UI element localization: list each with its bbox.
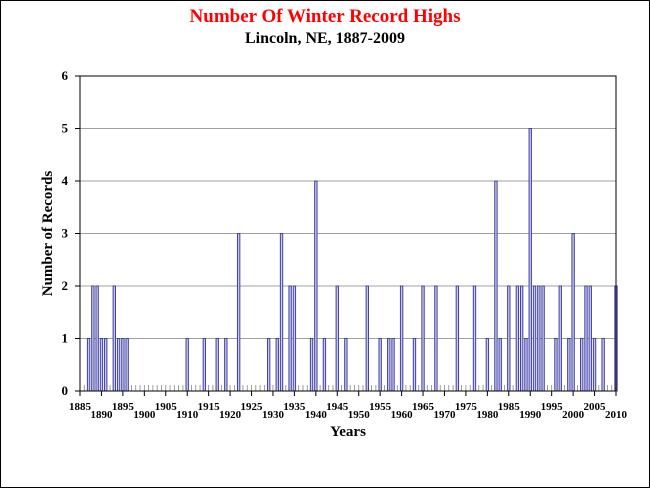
bar-1891 bbox=[104, 338, 108, 392]
bar-1973 bbox=[455, 285, 460, 392]
x-tick-label: 1990 bbox=[519, 409, 542, 421]
bar-1934 bbox=[288, 285, 292, 392]
bar-1896 bbox=[125, 338, 129, 392]
x-tick-label: 2005 bbox=[584, 401, 607, 413]
x-tick-label: 1890 bbox=[90, 409, 113, 421]
bar-2002 bbox=[580, 338, 584, 392]
y-tick-label: 4 bbox=[62, 173, 69, 188]
bar-1942 bbox=[322, 338, 327, 392]
bar-1922 bbox=[236, 233, 241, 392]
x-tick-label: 1950 bbox=[348, 409, 371, 421]
x-tick-label: 2010 bbox=[605, 409, 628, 421]
bar-2005 bbox=[592, 338, 597, 392]
x-tick-label: 1925 bbox=[241, 401, 264, 413]
bar-1992 bbox=[537, 285, 541, 392]
x-tick-label: 1970 bbox=[433, 409, 456, 421]
bar-2003 bbox=[584, 285, 588, 392]
y-tick-label: 3 bbox=[62, 226, 69, 241]
bar-1939 bbox=[309, 338, 314, 392]
bar-1983 bbox=[498, 338, 502, 392]
x-tick-label: 1900 bbox=[133, 409, 156, 421]
bar-1894 bbox=[116, 338, 121, 392]
x-axis: 1885189018951900190519101915192019251930… bbox=[69, 391, 628, 421]
bar-2007 bbox=[601, 338, 605, 392]
bar-1988 bbox=[519, 285, 524, 392]
bar-1968 bbox=[434, 285, 438, 392]
bar-1993 bbox=[541, 285, 545, 392]
bar-1999 bbox=[567, 338, 571, 392]
bar-1996 bbox=[554, 338, 558, 392]
y-tick-label: 1 bbox=[62, 331, 69, 346]
x-tick-label: 1930 bbox=[262, 409, 285, 421]
y-tick-label: 6 bbox=[62, 68, 69, 83]
x-tick-label: 1945 bbox=[326, 401, 349, 413]
bar-1991 bbox=[532, 285, 537, 392]
x-tick-label: 2000 bbox=[562, 409, 585, 421]
x-tick-label: 1965 bbox=[412, 401, 435, 413]
x-tick-label: 1905 bbox=[155, 401, 178, 413]
x-axis-title: Years bbox=[330, 424, 366, 440]
x-tick-label: 1980 bbox=[476, 409, 499, 421]
bar-1889 bbox=[95, 285, 99, 392]
x-tick-label: 1960 bbox=[391, 409, 414, 421]
bar-1952 bbox=[365, 285, 369, 392]
bar-1989 bbox=[524, 338, 528, 392]
x-tick-label: 1940 bbox=[305, 409, 328, 421]
bar-1919 bbox=[224, 338, 228, 392]
bar-1980 bbox=[485, 338, 490, 392]
chart-title: Number Of Winter Record Highs bbox=[189, 6, 461, 27]
x-tick-label: 1935 bbox=[283, 401, 306, 413]
chart-subtitle: Lincoln, NE, 1887-2009 bbox=[244, 30, 405, 47]
bar-1910 bbox=[185, 338, 189, 392]
x-tick-label: 1885 bbox=[69, 401, 92, 413]
x-tick-label: 1920 bbox=[219, 409, 242, 421]
x-tick-label: 1955 bbox=[369, 401, 392, 413]
y-tick-label: 2 bbox=[62, 278, 69, 293]
bar-1887 bbox=[86, 338, 91, 392]
bar-1929 bbox=[266, 338, 271, 392]
bar-1931 bbox=[275, 338, 279, 392]
bar-1977 bbox=[472, 285, 477, 392]
y-axis-title: Number of Records bbox=[40, 171, 56, 297]
x-tick-label: 1895 bbox=[112, 401, 135, 413]
y-axis: 0 1 2 3 4 5 6 bbox=[62, 68, 80, 398]
bar-1965 bbox=[421, 285, 425, 392]
x-tick-label: 1995 bbox=[541, 401, 564, 413]
bar-1987 bbox=[515, 285, 520, 392]
bar-1990 bbox=[528, 128, 532, 392]
bar-1997 bbox=[558, 285, 562, 392]
x-tick-label: 1975 bbox=[455, 401, 478, 413]
bar-1955 bbox=[378, 338, 382, 392]
bar-1960 bbox=[399, 285, 404, 392]
bar-1947 bbox=[344, 338, 348, 392]
bar-1945 bbox=[335, 285, 339, 392]
bar-1917 bbox=[215, 338, 219, 392]
bar-1985 bbox=[507, 285, 511, 392]
bar-1890 bbox=[99, 338, 104, 392]
bar-1932 bbox=[279, 233, 284, 392]
bar-1963 bbox=[412, 338, 417, 392]
y-tick-label: 0 bbox=[62, 383, 69, 398]
bar-2000 bbox=[571, 233, 575, 392]
bars bbox=[86, 128, 618, 392]
bar-1914 bbox=[202, 338, 207, 392]
y-tick-label: 5 bbox=[62, 121, 69, 136]
bar-1895 bbox=[121, 338, 125, 392]
x-tick-label: 1915 bbox=[198, 401, 221, 413]
bar-2004 bbox=[588, 285, 592, 392]
bar-1958 bbox=[391, 338, 395, 392]
bar-1982 bbox=[494, 180, 498, 392]
x-tick-label: 1985 bbox=[498, 401, 521, 413]
bar-1888 bbox=[91, 285, 95, 392]
bar-1935 bbox=[292, 285, 297, 392]
bar-1940 bbox=[314, 180, 318, 392]
bar-1957 bbox=[387, 338, 391, 392]
bar-1893 bbox=[112, 285, 116, 392]
x-tick-label: 1910 bbox=[176, 409, 199, 421]
